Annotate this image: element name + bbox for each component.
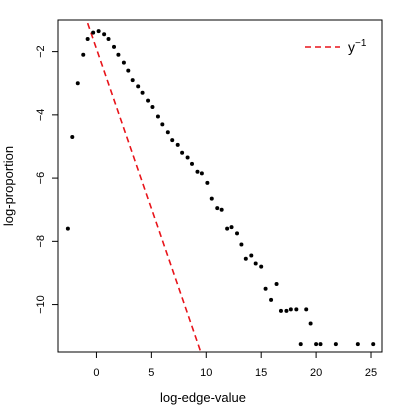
- data-point: [121, 60, 126, 65]
- data-point: [130, 78, 135, 83]
- y-tick-label: −2: [35, 45, 47, 58]
- data-point: [180, 150, 185, 155]
- x-axis: 0 5 10 15 20 25: [93, 352, 377, 379]
- x-tick-label: 15: [255, 367, 267, 379]
- data-point: [304, 307, 309, 312]
- data-point: [205, 180, 210, 185]
- data-point: [70, 134, 75, 139]
- x-tick-label: 5: [148, 367, 154, 379]
- data-point: [318, 342, 323, 347]
- data-point: [269, 297, 274, 302]
- legend-label-base: y: [348, 39, 355, 55]
- data-point: [102, 32, 107, 37]
- data-point: [136, 84, 141, 89]
- data-point: [298, 342, 303, 347]
- data-points: [65, 29, 376, 347]
- legend-label-exponent: −1: [355, 38, 367, 49]
- data-point: [355, 342, 360, 347]
- data-point: [229, 225, 234, 230]
- x-axis-title: log-edge-value: [160, 390, 246, 405]
- data-point: [91, 30, 96, 35]
- data-point: [140, 90, 145, 95]
- reference-line: [86, 22, 202, 352]
- data-point: [294, 307, 299, 312]
- data-point: [81, 52, 86, 57]
- data-point: [96, 29, 101, 34]
- data-point: [75, 81, 80, 86]
- data-point: [195, 169, 200, 174]
- data-point: [288, 307, 293, 312]
- data-point: [225, 226, 230, 231]
- y-tick-label: −6: [35, 172, 47, 185]
- data-point: [170, 138, 175, 143]
- data-point: [165, 130, 170, 135]
- data-point: [185, 155, 190, 160]
- data-point: [253, 261, 258, 266]
- data-point: [249, 253, 254, 258]
- data-point: [371, 342, 376, 347]
- data-point: [235, 231, 240, 236]
- y-tick-label: −8: [35, 235, 47, 248]
- data-point: [150, 104, 155, 109]
- x-tick-label: 10: [200, 367, 212, 379]
- data-point: [215, 206, 220, 211]
- y-tick-label: −10: [35, 295, 47, 314]
- data-point: [274, 282, 279, 287]
- data-point: [333, 342, 338, 347]
- reference-line-path: [86, 22, 202, 352]
- data-point: [126, 68, 131, 73]
- data-point: [189, 161, 194, 166]
- y-axis: −10 −8 −6 −4 −2: [35, 45, 58, 314]
- plot-box: [57, 19, 383, 353]
- data-point: [263, 286, 268, 291]
- data-point: [146, 98, 151, 103]
- data-point: [116, 52, 121, 57]
- data-point: [199, 171, 204, 176]
- data-point: [155, 114, 160, 119]
- x-tick-label: 0: [93, 367, 99, 379]
- data-point: [308, 321, 313, 326]
- legend: y−1: [305, 38, 367, 55]
- x-tick-label: 20: [310, 367, 322, 379]
- data-point: [160, 122, 165, 127]
- data-point: [112, 44, 117, 49]
- legend-label: y−1: [348, 38, 367, 55]
- data-point: [259, 264, 264, 269]
- data-point: [85, 36, 90, 41]
- data-point: [65, 226, 70, 231]
- data-point: [209, 196, 214, 201]
- data-point: [219, 207, 224, 212]
- data-point: [106, 36, 111, 41]
- data-point: [314, 342, 319, 347]
- data-point: [239, 242, 244, 247]
- data-point: [278, 308, 283, 313]
- data-point: [175, 142, 180, 147]
- data-point: [243, 256, 248, 261]
- x-tick-label: 25: [365, 367, 377, 379]
- y-axis-title: log-proportion: [1, 146, 16, 226]
- data-point: [284, 308, 289, 313]
- y-tick-label: −4: [35, 109, 47, 122]
